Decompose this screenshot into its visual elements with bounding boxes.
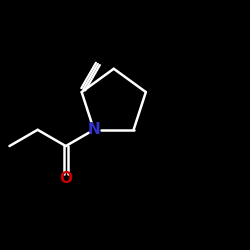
Text: O: O bbox=[59, 171, 72, 186]
Text: N: N bbox=[88, 122, 100, 137]
